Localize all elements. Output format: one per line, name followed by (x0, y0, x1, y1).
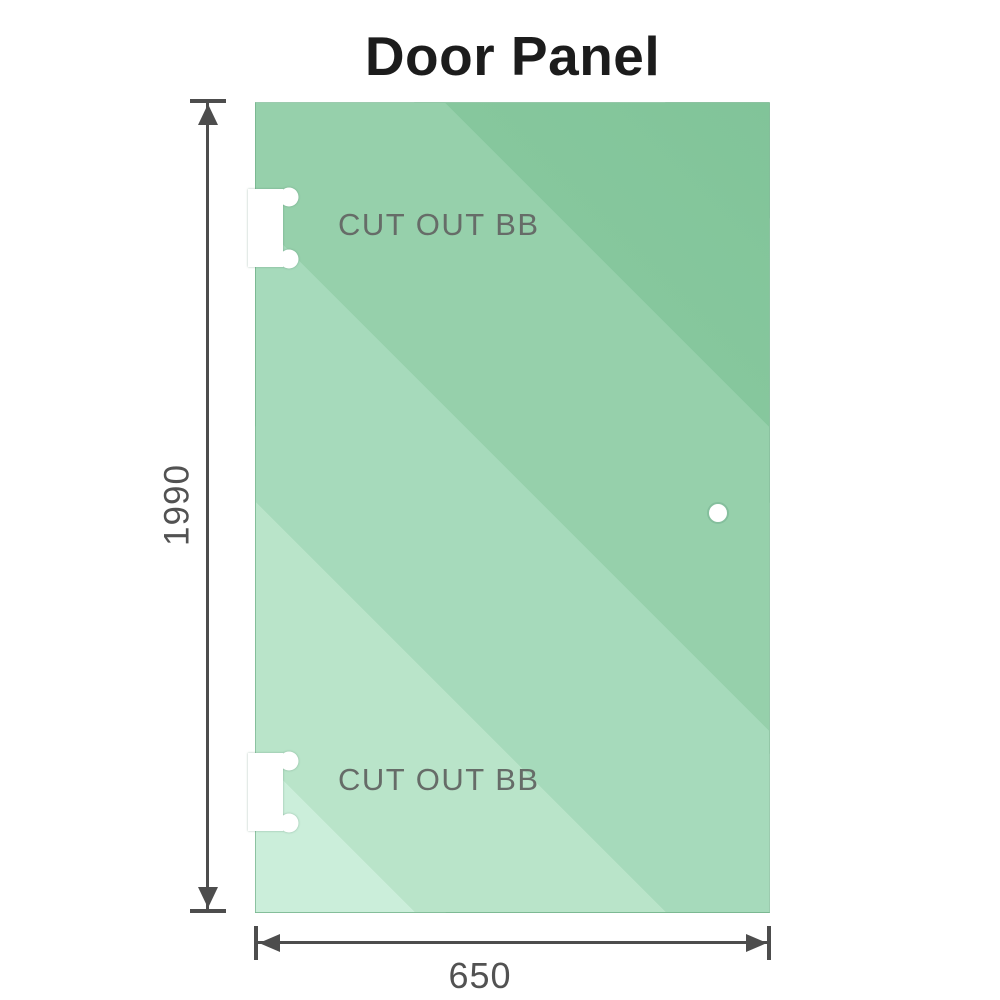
handle-hole-icon (707, 502, 729, 524)
width-dim-tick-right (767, 926, 771, 960)
width-dim-tick-left (254, 926, 258, 960)
height-dim-line (206, 103, 209, 910)
hinge-cutout-top-icon (248, 187, 299, 269)
width-dim-arrow-left-icon (259, 934, 280, 952)
page-title: Door Panel (364, 25, 661, 87)
width-dim-line (258, 941, 768, 944)
height-dim-arrow-down-icon (198, 887, 218, 908)
height-dim-tick-top (190, 99, 226, 103)
width-dim-label: 650 (448, 955, 512, 996)
cutout-label-top: CUT OUT BB (338, 207, 540, 242)
cutout-label-bottom: CUT OUT BB (338, 762, 540, 797)
height-dim-label: 1990 (157, 464, 197, 546)
glass-panel (255, 102, 770, 913)
height-dim-tick-bottom (190, 909, 226, 913)
height-dim-arrow-up-icon (198, 104, 218, 125)
width-dim-arrow-right-icon (746, 934, 767, 952)
hinge-cutout-bottom-icon (248, 751, 299, 833)
